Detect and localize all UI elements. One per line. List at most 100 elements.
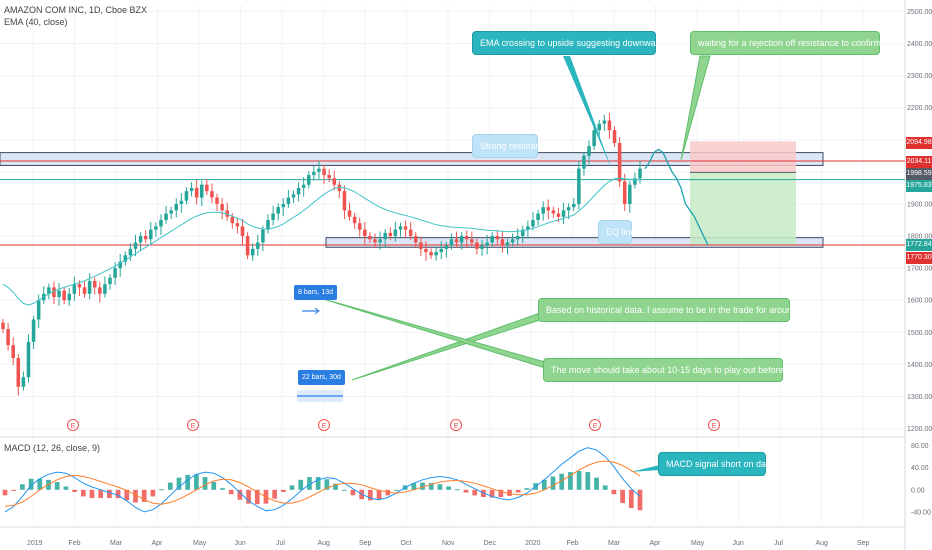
macd-note-tail xyxy=(630,465,660,472)
candle-body xyxy=(500,239,505,246)
candle-body xyxy=(235,223,240,227)
macd-legend: MACD (12, 26, close, 9) xyxy=(4,443,101,453)
macd-histogram-bar xyxy=(289,485,295,490)
earnings-marker xyxy=(589,419,601,431)
macd-histogram-bar xyxy=(524,488,530,490)
macd-histogram-bar xyxy=(307,477,312,490)
bars-range-long[interactable]: 22 bars, 30d xyxy=(298,370,345,385)
macd-histogram-bar xyxy=(559,473,565,490)
candle-body xyxy=(622,181,627,204)
candle-body xyxy=(250,248,255,256)
macd-signal-note[interactable]: MACD signal short on daily xyxy=(658,452,775,476)
candle-body xyxy=(424,248,428,253)
bars-range-short[interactable]: 8 bars, 13d xyxy=(294,285,338,300)
candle-body xyxy=(317,168,321,172)
macd-histogram-bar xyxy=(194,474,199,490)
macd-histogram-bar xyxy=(446,486,451,490)
candle-body xyxy=(159,220,163,227)
earnings-marker xyxy=(318,419,330,431)
macd-histogram-bar xyxy=(602,485,608,490)
candle-body xyxy=(505,242,510,246)
candle-body xyxy=(322,168,326,176)
candle-body xyxy=(617,142,622,182)
candle-body xyxy=(551,210,556,214)
macd-histogram-bar xyxy=(159,489,164,491)
earnings-marker xyxy=(450,419,462,431)
macd-histogram-bar xyxy=(437,484,443,490)
ema-price-label: 1975.83 xyxy=(906,180,932,192)
candle-body xyxy=(245,236,250,256)
candle-body xyxy=(281,203,286,208)
time-tick-label: Apr xyxy=(152,540,164,547)
annotation-connectors xyxy=(297,55,711,472)
candle-body xyxy=(449,239,454,246)
candle-body xyxy=(628,184,632,204)
candle-body xyxy=(261,229,265,243)
strong-resistance-label[interactable]: Strong resistance xyxy=(472,134,550,158)
macd-histogram-bar xyxy=(576,470,582,490)
candle-body xyxy=(515,236,520,240)
candle-body xyxy=(429,252,433,256)
time-tick-label: Sep xyxy=(359,540,372,547)
time-tick-label: Oct xyxy=(401,540,412,547)
candle-body xyxy=(179,200,184,204)
candle-body xyxy=(368,236,372,240)
macd-histogram-bar xyxy=(324,479,330,490)
candle-body xyxy=(26,341,31,378)
macd-histogram-bar xyxy=(420,482,425,490)
candle-body xyxy=(403,226,408,230)
eq-line-label[interactable]: EQ line xyxy=(598,220,636,244)
candle-body xyxy=(592,130,596,147)
candle-body xyxy=(490,236,494,243)
move-note[interactable]: The move should take about 10-15 days to… xyxy=(543,358,814,382)
candle-body xyxy=(485,242,489,246)
candle-body xyxy=(143,236,148,240)
macd-histogram-bar xyxy=(167,482,173,490)
ema-line xyxy=(2,177,640,306)
candle-body xyxy=(256,242,260,249)
candle-body xyxy=(373,239,377,243)
candle-body xyxy=(174,203,179,211)
candle-body xyxy=(169,210,173,214)
ema-cross-note[interactable]: EMA crossing to upside suggesting downwa… xyxy=(472,31,687,55)
candle-body xyxy=(388,232,393,237)
macd-histogram-bar xyxy=(367,489,373,501)
candle-body xyxy=(434,252,438,256)
candle-body xyxy=(342,191,347,211)
historical-note[interactable]: Based on historical data. I assume to be… xyxy=(538,298,831,322)
macd-histogram-bar xyxy=(394,489,399,491)
entry-price-label: 1998.59 xyxy=(906,168,932,180)
macd-line xyxy=(4,447,641,513)
signal-line xyxy=(4,460,641,507)
macd-histogram-bar xyxy=(333,483,338,490)
candle-body xyxy=(266,220,270,230)
macd-tick-label: 0.00 xyxy=(911,487,925,494)
macd-histogram-bar xyxy=(594,477,599,490)
rejection-note[interactable]: waiting for a rejection off resistance t… xyxy=(690,31,904,55)
stop-price-label: 2094.98 xyxy=(906,137,932,149)
price-tick-label: 2300.00 xyxy=(907,73,932,80)
candle-body xyxy=(138,236,143,243)
candle-body xyxy=(184,191,189,201)
macd-histogram-bar xyxy=(237,489,243,500)
macd-histogram-bar xyxy=(280,489,286,493)
macd-histogram-bar xyxy=(211,482,217,490)
time-tick-label: 2019 xyxy=(27,540,43,547)
macd-histogram-bar xyxy=(637,489,643,511)
candlestick-series xyxy=(1,112,642,396)
time-tick-label: Dec xyxy=(484,540,497,547)
macd-histogram-bar xyxy=(89,489,95,499)
candle-body xyxy=(133,242,138,249)
macd-tick-label: 80.00 xyxy=(911,443,929,450)
candle-body xyxy=(546,207,551,211)
candle-body xyxy=(602,120,607,124)
candle-body xyxy=(526,226,530,230)
candle-body xyxy=(521,229,525,237)
price-tick-label: 1700.00 xyxy=(907,266,932,273)
price-tick-label: 2500.00 xyxy=(907,9,932,16)
candle-body xyxy=(357,223,362,230)
price-tick-label: 1800.00 xyxy=(907,234,932,241)
candle-body xyxy=(128,248,133,256)
macd-histogram-bar xyxy=(202,477,208,490)
